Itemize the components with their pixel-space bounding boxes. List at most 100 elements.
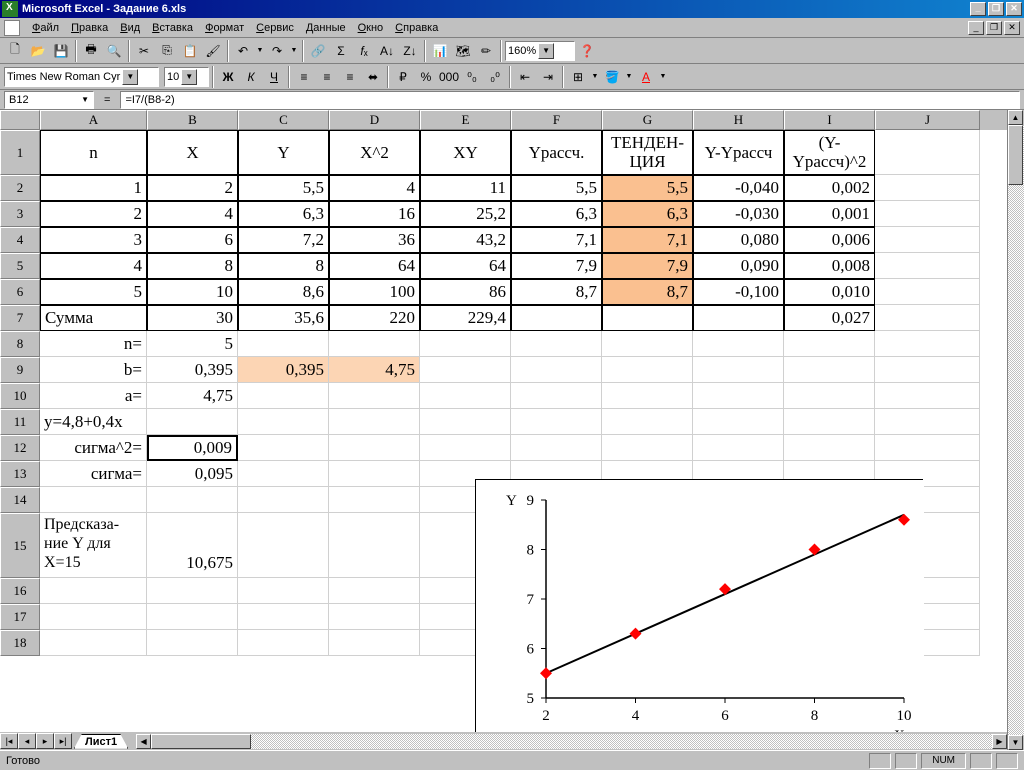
cell[interactable]: 64 xyxy=(329,253,420,279)
menu-данные[interactable]: Данные xyxy=(300,20,352,36)
spreadsheet-grid[interactable]: ABCDEFGHIJ 123456789101112131415161718 n… xyxy=(0,110,1024,750)
cell[interactable] xyxy=(147,578,238,604)
cell[interactable]: 0,010 xyxy=(784,279,875,305)
cell[interactable]: -0,100 xyxy=(693,279,784,305)
cell[interactable]: n= xyxy=(40,331,147,357)
fill-dropdown[interactable]: ▼ xyxy=(624,66,634,88)
font-dropdown-icon[interactable]: ▼ xyxy=(122,69,138,85)
cell[interactable]: 4,75 xyxy=(329,357,420,383)
cell[interactable] xyxy=(511,357,602,383)
cell[interactable] xyxy=(238,461,329,487)
cell[interactable]: сигма= xyxy=(40,461,147,487)
row-header-11[interactable]: 11 xyxy=(0,409,40,435)
cell[interactable] xyxy=(238,435,329,461)
chart-button[interactable]: 📊 xyxy=(429,40,451,62)
zoom-dropdown-icon[interactable]: ▼ xyxy=(538,43,554,59)
cell[interactable]: 0,002 xyxy=(784,175,875,201)
cell[interactable]: 0,080 xyxy=(693,227,784,253)
cell[interactable] xyxy=(875,227,980,253)
cell[interactable] xyxy=(693,383,784,409)
cell[interactable] xyxy=(238,604,329,630)
cell[interactable] xyxy=(602,331,693,357)
vscroll-thumb[interactable] xyxy=(1008,125,1023,185)
cell[interactable] xyxy=(329,578,420,604)
cell[interactable] xyxy=(238,513,329,578)
cell[interactable]: 7,2 xyxy=(238,227,329,253)
cell[interactable]: 7,1 xyxy=(511,227,602,253)
cell[interactable]: 2 xyxy=(40,201,147,227)
cell[interactable] xyxy=(693,305,784,331)
cell[interactable]: Y xyxy=(238,130,329,175)
row-header-5[interactable]: 5 xyxy=(0,253,40,279)
document-icon[interactable] xyxy=(4,20,20,36)
cell[interactable]: 0,395 xyxy=(238,357,329,383)
cell[interactable]: 16 xyxy=(329,201,420,227)
cell[interactable]: 8,6 xyxy=(238,279,329,305)
cell[interactable]: 11 xyxy=(420,175,511,201)
row-header-16[interactable]: 16 xyxy=(0,578,40,604)
cell[interactable] xyxy=(147,604,238,630)
underline-button[interactable]: Ч xyxy=(263,66,285,88)
cell[interactable] xyxy=(602,305,693,331)
undo-button[interactable]: ↶ xyxy=(232,40,254,62)
cell[interactable]: 10 xyxy=(147,279,238,305)
cell[interactable]: 0,095 xyxy=(147,461,238,487)
cell[interactable]: 0,027 xyxy=(784,305,875,331)
vertical-scrollbar[interactable]: ▲ ▼ xyxy=(1007,110,1024,750)
cell[interactable] xyxy=(693,357,784,383)
open-button[interactable]: 📂 xyxy=(27,40,49,62)
row-header-1[interactable]: 1 xyxy=(0,130,40,175)
row-header-10[interactable]: 10 xyxy=(0,383,40,409)
cell[interactable]: 229,4 xyxy=(420,305,511,331)
cell[interactable]: 4 xyxy=(147,201,238,227)
cell[interactable]: 4,75 xyxy=(147,383,238,409)
cell[interactable]: 100 xyxy=(329,279,420,305)
help-button[interactable]: ❓ xyxy=(576,40,598,62)
cell[interactable]: 6 xyxy=(147,227,238,253)
cell[interactable]: 7,9 xyxy=(511,253,602,279)
cell[interactable]: 86 xyxy=(420,279,511,305)
cell[interactable]: 4 xyxy=(329,175,420,201)
cell[interactable] xyxy=(40,578,147,604)
borders-button[interactable]: ⊞ xyxy=(567,66,589,88)
cell[interactable] xyxy=(147,630,238,656)
cell[interactable] xyxy=(784,383,875,409)
cell[interactable]: 5,5 xyxy=(602,175,693,201)
cell[interactable]: 36 xyxy=(329,227,420,253)
cell[interactable]: 6,3 xyxy=(511,201,602,227)
inc-indent-button[interactable]: ⇥ xyxy=(537,66,559,88)
horizontal-scrollbar[interactable]: ◀ ▶ xyxy=(136,734,1007,749)
column-header-G[interactable]: G xyxy=(602,110,693,130)
redo-dropdown[interactable]: ▼ xyxy=(289,40,299,62)
autosum-button[interactable]: Σ xyxy=(330,40,352,62)
cell[interactable] xyxy=(238,487,329,513)
fontcolor-dropdown[interactable]: ▼ xyxy=(658,66,668,88)
drawing-button[interactable]: ✏ xyxy=(475,40,497,62)
cell[interactable]: 2 xyxy=(147,175,238,201)
cut-button[interactable]: ✂ xyxy=(133,40,155,62)
cell[interactable] xyxy=(40,630,147,656)
cell[interactable]: 0,008 xyxy=(784,253,875,279)
percent-button[interactable]: % xyxy=(415,66,437,88)
cell[interactable]: X xyxy=(147,130,238,175)
cell[interactable] xyxy=(329,409,420,435)
fontsize-combo[interactable]: 10 ▼ xyxy=(164,67,209,87)
column-header-C[interactable]: C xyxy=(238,110,329,130)
row-header-15[interactable]: 15 xyxy=(0,513,40,578)
cell[interactable] xyxy=(329,331,420,357)
hyperlink-button[interactable]: 🔗 xyxy=(307,40,329,62)
cell[interactable]: XY xyxy=(420,130,511,175)
function-button[interactable]: fₓ xyxy=(353,40,375,62)
cell[interactable]: 0,006 xyxy=(784,227,875,253)
cell[interactable] xyxy=(329,604,420,630)
scroll-down-button[interactable]: ▼ xyxy=(1008,735,1023,750)
cell[interactable]: 64 xyxy=(420,253,511,279)
column-header-A[interactable]: A xyxy=(40,110,147,130)
save-button[interactable]: 💾 xyxy=(50,40,72,62)
cell[interactable] xyxy=(420,357,511,383)
formula-bar[interactable]: =I7/(B8-2) xyxy=(120,91,1020,109)
cell[interactable] xyxy=(329,461,420,487)
cell[interactable] xyxy=(602,435,693,461)
cell[interactable] xyxy=(511,383,602,409)
cell[interactable] xyxy=(511,409,602,435)
